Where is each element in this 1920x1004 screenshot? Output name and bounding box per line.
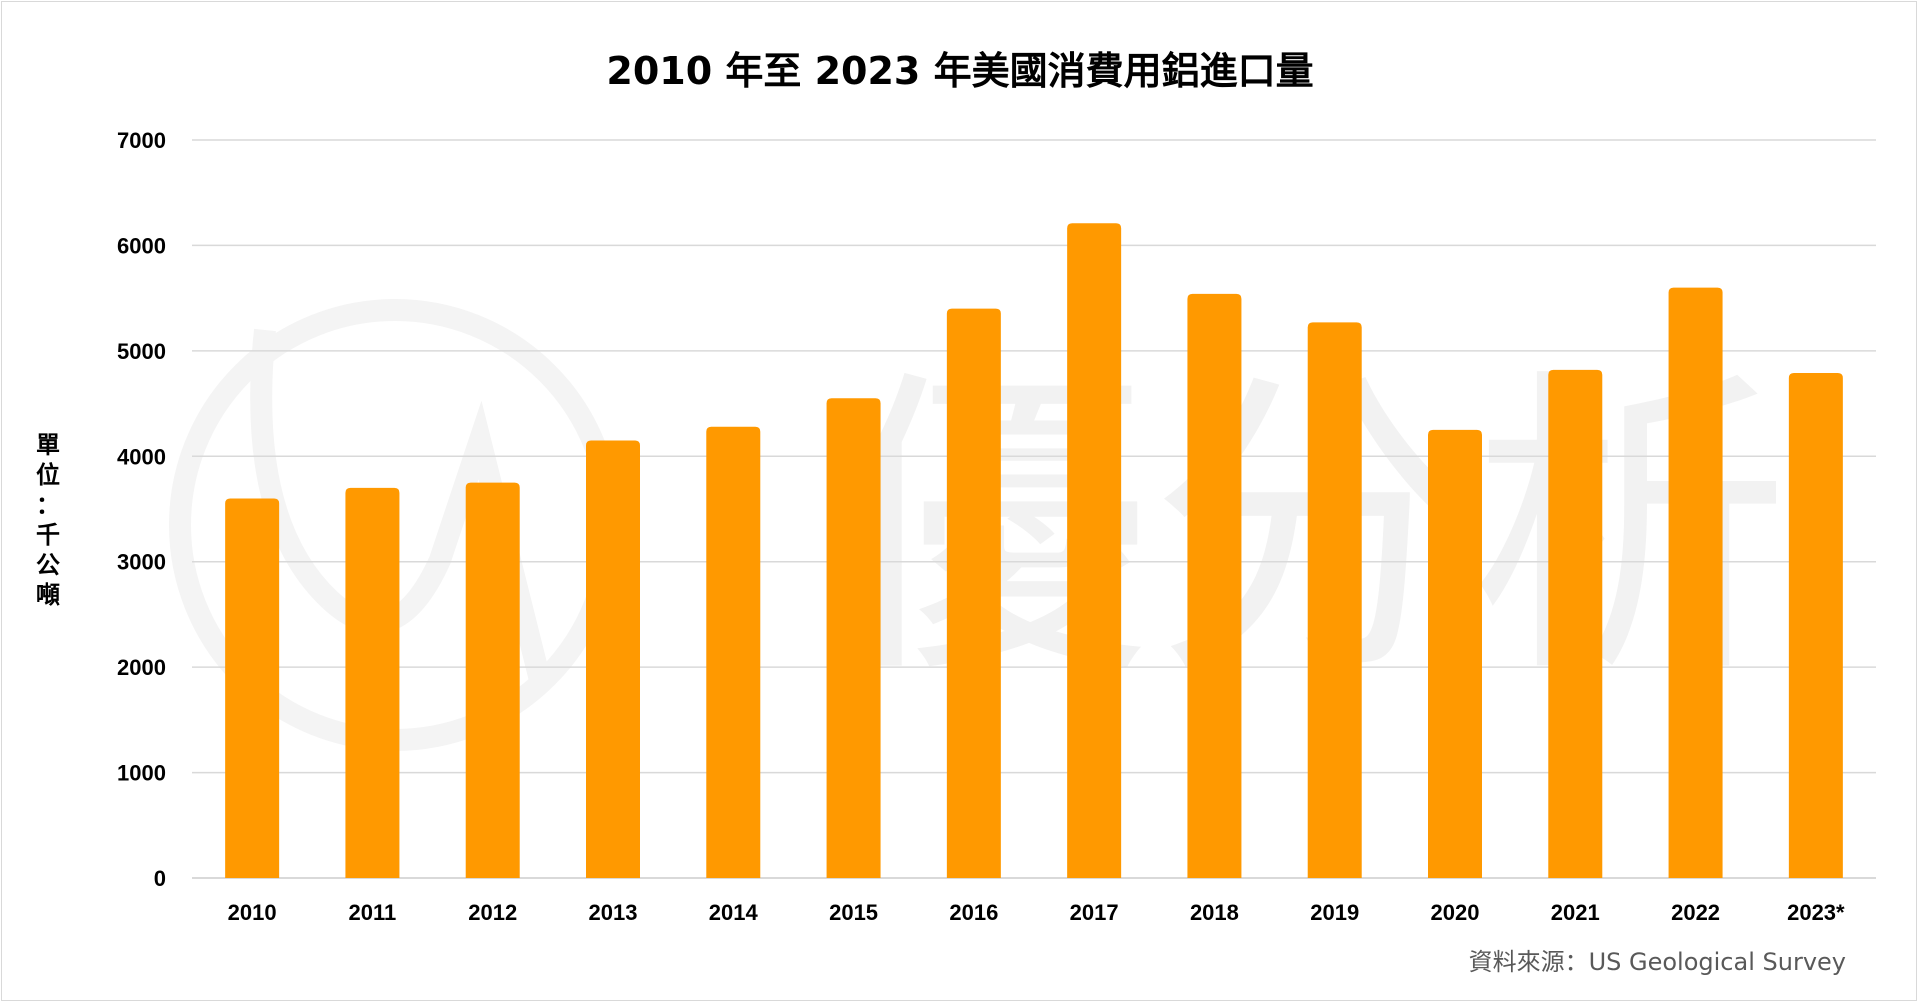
chart-title: 2010 年至 2023 年美國消費用鋁進口量 (606, 49, 1314, 93)
bar-2022 (1668, 287, 1723, 879)
y-tick-label: 3000 (117, 550, 166, 575)
bar-2023* (1788, 372, 1843, 878)
x-tick-label: 2013 (589, 900, 638, 925)
x-tick-label: 2011 (349, 900, 397, 925)
y-tick-label: 1000 (117, 761, 166, 786)
bar-2015 (826, 398, 881, 878)
y-tick-label: 6000 (117, 233, 166, 258)
y-tick-label: 2000 (117, 655, 166, 680)
bar-2010 (225, 498, 280, 878)
bar-2011 (345, 487, 400, 878)
x-tick-label: 2019 (1310, 900, 1359, 925)
x-tick-label: 2021 (1551, 900, 1600, 925)
bars (225, 223, 1843, 879)
bar-2020 (1428, 429, 1482, 878)
x-tick-label: 2022 (1671, 900, 1720, 925)
bar-2013 (586, 440, 640, 878)
y-tick-label: 0 (154, 866, 166, 891)
source-note: 資料來源：US Geological Survey (1468, 948, 1846, 976)
y-axis-ticks: 0 1000 2000 3000 4000 5000 6000 7000 (117, 128, 166, 891)
bar-2017 (1067, 223, 1122, 878)
y-tick-label: 7000 (117, 128, 166, 153)
y-tick-label: 4000 (117, 444, 166, 469)
x-tick-label: 2010 (228, 900, 277, 925)
x-tick-label: 2017 (1070, 900, 1119, 925)
x-tick-label: 2014 (709, 900, 759, 925)
x-tick-label: 2023* (1787, 900, 1845, 925)
bar-2021 (1548, 369, 1603, 878)
bar-2016 (946, 308, 1001, 879)
bar-2019 (1307, 322, 1362, 878)
bar-2014 (706, 426, 761, 878)
x-tick-label: 2018 (1190, 900, 1239, 925)
x-tick-label: 2015 (829, 900, 878, 925)
bar-2012 (465, 482, 520, 878)
y-tick-label: 5000 (117, 339, 166, 364)
x-tick-label: 2020 (1431, 900, 1480, 925)
x-tick-label: 2016 (949, 900, 998, 925)
y-axis-label: 單位：千公噸 (36, 431, 60, 609)
bar-2018 (1187, 293, 1242, 878)
x-axis-ticks: 2010 2011 2012 2013 2014 2015 2016 2017 2018 2019… (228, 900, 1845, 925)
x-tick-label: 2012 (468, 900, 517, 925)
